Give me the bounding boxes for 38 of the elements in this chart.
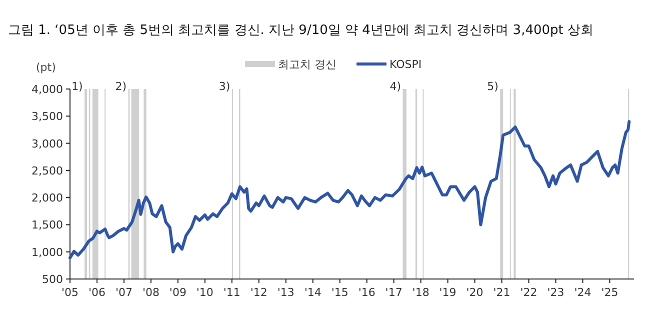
xtick: '12 <box>250 286 268 299</box>
xtick: '22 <box>520 286 538 299</box>
annotation: 3) <box>218 80 230 93</box>
xtick: '09 <box>169 286 186 299</box>
ytick: 1,500 <box>32 218 63 232</box>
xtick: '13 <box>277 286 294 299</box>
xtick: '17 <box>385 286 402 299</box>
xtick: '23 <box>547 286 564 299</box>
xtick: '18 <box>412 286 430 299</box>
xtick: '11 <box>223 286 240 299</box>
xtick: '21 <box>493 286 510 299</box>
ytick: 2,500 <box>32 164 63 178</box>
xtick: '05 <box>61 286 79 299</box>
xtick: '14 <box>304 286 322 299</box>
annotation: 4) <box>390 80 402 93</box>
xtick: '25 <box>601 286 618 299</box>
title: 그림 1. ‘05년 이후 총 5번의 최고치를 경신. 지난 9/10일 약 4년만에 최고치 경신하며 3,400pt 상회 <box>8 23 594 38</box>
ytick: 500 <box>42 273 63 286</box>
ytick: 3,000 <box>32 137 63 150</box>
ytick: 3,500 <box>32 110 63 124</box>
legend-label: 최고치 경신 <box>278 58 336 71</box>
xtick: '20 <box>466 286 484 299</box>
xtick: '16 <box>358 286 376 299</box>
annotation: 2) <box>115 80 127 93</box>
ytick: 2,000 <box>32 192 63 205</box>
xtick: '07 <box>115 286 132 299</box>
xtick: '08 <box>142 286 160 299</box>
ytick: 4,000 <box>32 83 63 96</box>
xtick: '24 <box>574 286 592 299</box>
xtick: '15 <box>331 286 348 299</box>
legend-label: KOSPI <box>390 58 422 71</box>
ytick: 1,000 <box>32 246 63 259</box>
xtick: '10 <box>196 286 214 299</box>
annotation: 5) <box>487 80 498 93</box>
xtick: '06 <box>88 286 106 299</box>
ylabel: (pt) <box>36 61 56 74</box>
annotation: 1) <box>72 80 83 93</box>
xtick: '19 <box>439 286 456 299</box>
